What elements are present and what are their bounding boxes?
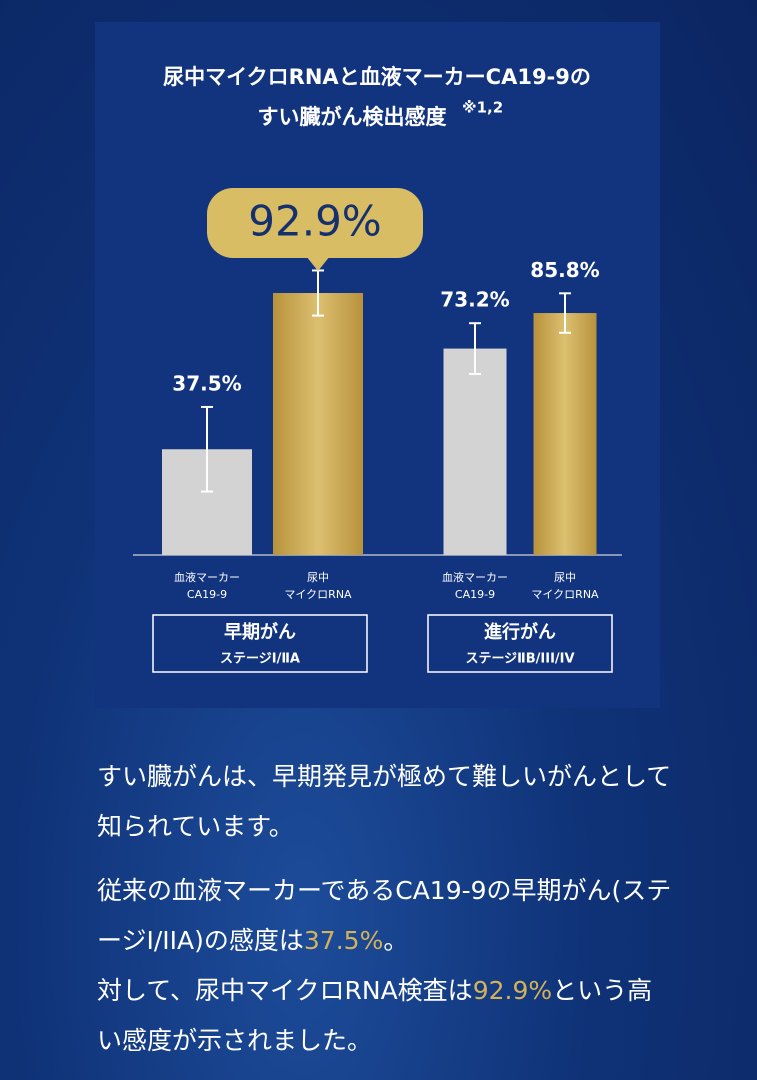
category-box	[152, 614, 368, 673]
x-tick-label: 尿中	[554, 571, 576, 584]
paragraph: 対して、尿中マイクロRNA検査は92.9%という高い感度が示されました。	[97, 966, 677, 1066]
category-sublabel: ステージⅡB/III/IV	[465, 652, 574, 667]
value-label: 92.9%	[248, 197, 381, 246]
chart: 尿中マイクロRNAと血液マーカーCA19-9の すい臓がん検出感度 ※1,2 早…	[95, 22, 660, 708]
paragraph: 従来の血液マーカーであるCA19-9の早期がん(ステージI/IIA)の感度は37…	[97, 866, 677, 966]
category-label: 進行がん	[484, 621, 556, 643]
callout-pointer	[306, 256, 330, 271]
text-run: 対して、尿中マイクロRNA検査は	[97, 976, 473, 1005]
paragraph: すい臓がんは、早期発見が極めて難しいがんとして知られています。	[97, 752, 677, 852]
chart-title: すい臓がん検出感度	[258, 105, 447, 129]
callout-bubble	[207, 188, 423, 258]
x-tick-label: 血液マーカー	[174, 570, 240, 584]
bar	[443, 348, 507, 555]
x-tick-label: マイクロRNA	[531, 588, 599, 601]
x-tick-label: CA19-9	[187, 588, 227, 601]
text-run: という高い感度が示されました。	[97, 976, 653, 1055]
x-tick-label: 尿中	[307, 571, 329, 584]
x-tick-label: CA19-9	[455, 588, 495, 601]
x-tick-label: マイクロRNA	[284, 588, 352, 601]
category-box	[427, 614, 613, 673]
bar	[273, 293, 363, 555]
category-sublabel: ステージⅠ/ⅡA	[220, 652, 300, 667]
category-label: 早期がん	[224, 621, 296, 643]
body-text: すい臓がんは、早期発見が極めて難しいがんとして知られています。 従来の血液マーカー…	[97, 752, 677, 1080]
value-label: 73.2%	[440, 288, 509, 312]
value-label: 37.5%	[172, 371, 241, 395]
text-run: 従来の血液マーカーであるCA19-9の早期がん(ステージI/IIA)の感度は	[97, 876, 672, 955]
bar	[533, 313, 597, 555]
text-run: 。	[383, 926, 409, 955]
chart-title: 尿中マイクロRNAと血液マーカーCA19-9の	[163, 65, 591, 89]
highlight: 92.9%	[472, 976, 553, 1005]
error-bar	[469, 322, 481, 375]
text-run: すい臓がんは、早期発見が極めて難しいがんとして知られています。	[97, 762, 672, 841]
title-note: ※1,2	[462, 99, 503, 117]
x-tick-label: 血液マーカー	[442, 570, 508, 584]
error-bar	[201, 405, 213, 493]
highlight: 37.5%	[303, 926, 384, 955]
value-label: 85.8%	[530, 258, 599, 282]
error-bar	[559, 292, 571, 334]
